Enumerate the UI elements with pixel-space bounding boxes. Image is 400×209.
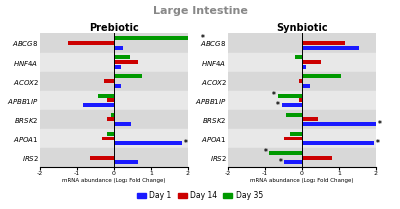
Bar [290, 132, 302, 136]
Title: Prebiotic: Prebiotic [89, 23, 139, 33]
Title: Synbiotic: Synbiotic [276, 23, 328, 33]
Bar [114, 60, 138, 64]
Bar [111, 113, 114, 117]
Bar [228, 148, 376, 167]
Bar [98, 94, 114, 98]
Bar [40, 33, 188, 52]
Bar [278, 94, 302, 98]
Bar [82, 103, 114, 107]
Bar [114, 46, 123, 50]
Bar [302, 60, 321, 64]
Bar [284, 136, 302, 140]
Bar [40, 129, 188, 148]
Bar [302, 84, 310, 88]
Bar [40, 52, 188, 72]
Bar [114, 141, 182, 145]
X-axis label: mRNA abundance (Log₂ Fold Change): mRNA abundance (Log₂ Fold Change) [250, 178, 354, 183]
Bar [68, 41, 114, 45]
Bar [284, 161, 302, 164]
Bar [107, 117, 114, 121]
Bar [302, 117, 318, 121]
Text: *: * [264, 148, 268, 157]
Bar [299, 79, 302, 83]
Bar [228, 129, 376, 148]
Bar [228, 33, 376, 52]
Bar [114, 65, 121, 69]
Bar [302, 156, 332, 160]
Bar [40, 148, 188, 167]
Text: *: * [378, 120, 382, 129]
Legend: Day 1, Day 14, Day 35: Day 1, Day 14, Day 35 [134, 188, 266, 203]
Bar [114, 84, 121, 88]
Text: *: * [278, 158, 282, 167]
Bar [90, 156, 114, 160]
Text: *: * [272, 91, 276, 100]
Bar [302, 46, 359, 50]
Text: *: * [276, 101, 280, 110]
X-axis label: mRNA abundance (Log₂ Fold Change): mRNA abundance (Log₂ Fold Change) [62, 178, 166, 183]
Bar [114, 161, 138, 164]
Bar [228, 52, 376, 72]
Bar [114, 36, 199, 40]
Bar [228, 72, 376, 91]
Bar [270, 151, 302, 155]
Bar [114, 55, 130, 59]
Bar [40, 110, 188, 129]
Bar [286, 113, 302, 117]
Bar [302, 141, 374, 145]
Bar [40, 91, 188, 110]
Bar [107, 132, 114, 136]
Bar [299, 98, 302, 102]
Bar [114, 122, 131, 126]
Bar [228, 91, 376, 110]
Bar [302, 74, 341, 78]
Bar [102, 136, 114, 140]
Bar [228, 110, 376, 129]
Bar [295, 55, 302, 59]
Text: *: * [184, 139, 188, 148]
Bar [104, 79, 114, 83]
Text: *: * [376, 139, 380, 148]
Bar [302, 65, 306, 69]
Bar [302, 36, 304, 40]
Bar [302, 122, 376, 126]
Bar [302, 41, 344, 45]
Bar [282, 103, 302, 107]
Text: Large Intestine: Large Intestine [152, 6, 248, 16]
Text: *: * [201, 34, 205, 43]
Bar [107, 98, 114, 102]
Bar [40, 72, 188, 91]
Bar [114, 74, 142, 78]
